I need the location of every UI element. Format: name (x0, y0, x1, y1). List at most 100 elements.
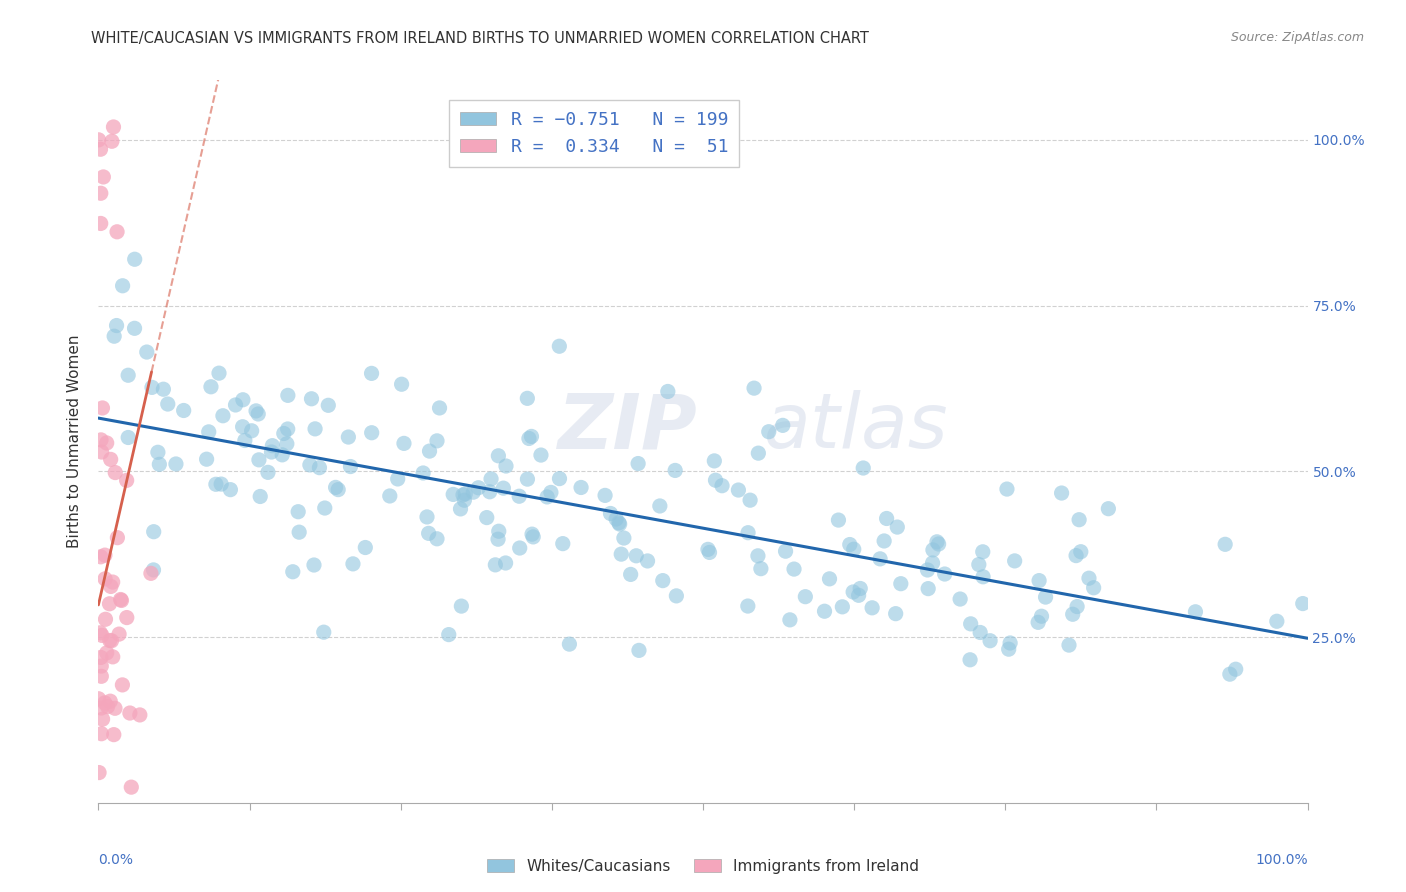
Point (197, 425, 219, 439)
Point (450, 599, 472, 613)
Point (141, 380, 163, 394)
Text: 0.0%: 0.0% (98, 854, 134, 867)
Point (516, 472, 538, 486)
Point (842, 585, 865, 599)
Point (831, 599, 853, 614)
Point (360, 367, 382, 381)
Point (727, 483, 749, 497)
Point (156, 397, 179, 411)
Point (195, 452, 218, 467)
Point (928, 537, 950, 551)
Point (128, 707, 150, 722)
Point (173, 403, 195, 417)
Point (208, 366, 231, 380)
Point (917, 563, 939, 577)
Point (848, 588, 870, 602)
Point (148, 458, 170, 472)
Point (1070, 545, 1092, 559)
Point (626, 549, 648, 563)
Point (209, 477, 232, 491)
Point (1026, 615, 1049, 630)
Point (1064, 549, 1087, 563)
Point (517, 432, 540, 446)
Point (520, 527, 543, 541)
Point (495, 458, 517, 473)
Point (451, 488, 474, 502)
Point (609, 517, 631, 532)
Point (90, 701, 112, 715)
Point (90, 650, 112, 665)
Point (492, 481, 515, 495)
Point (117, 430, 139, 444)
Point (124, 252, 146, 267)
Point (972, 570, 994, 584)
Point (115, 610, 138, 624)
Point (118, 706, 141, 720)
Point (934, 567, 956, 582)
Point (339, 459, 361, 474)
Point (873, 533, 896, 548)
Point (212, 409, 235, 423)
Point (890, 576, 912, 591)
Point (416, 510, 439, 524)
Legend: Whites/Caucasians, Immigrants from Ireland: Whites/Caucasians, Immigrants from Irela… (481, 853, 925, 880)
Point (997, 642, 1019, 657)
Point (1062, 607, 1084, 622)
Point (1057, 638, 1080, 652)
Point (838, 537, 860, 551)
Point (98, 694, 121, 708)
Point (703, 454, 725, 468)
Point (298, 458, 321, 472)
Point (779, 613, 801, 627)
Point (249, 490, 271, 504)
Point (117, 368, 139, 383)
Point (90, 445, 112, 459)
Point (277, 422, 299, 436)
Point (818, 572, 841, 586)
Point (742, 381, 765, 395)
Point (620, 567, 643, 582)
Point (111, 278, 134, 293)
Point (120, 780, 142, 794)
Point (917, 582, 939, 596)
Point (508, 489, 530, 503)
Point (775, 544, 797, 558)
Point (450, 502, 472, 516)
Point (87, 765, 110, 780)
Point (599, 507, 621, 521)
Point (419, 444, 441, 458)
Point (378, 489, 401, 503)
Point (747, 549, 769, 563)
Point (699, 545, 721, 559)
Point (418, 526, 440, 541)
Point (90, 659, 112, 673)
Point (146, 445, 169, 459)
Point (233, 434, 256, 448)
Point (884, 607, 907, 621)
Point (257, 466, 280, 480)
Point (697, 542, 720, 557)
Point (105, 318, 128, 333)
Point (1069, 513, 1091, 527)
Point (664, 463, 686, 477)
Text: atlas: atlas (763, 390, 948, 464)
Point (467, 481, 489, 495)
Text: WHITE/CAUCASIAN VS IMMIGRANTS FROM IRELAND BIRTHS TO UNMARRIED WOMEN CORRELATION: WHITE/CAUCASIAN VS IMMIGRANTS FROM IRELA… (91, 31, 869, 46)
Point (94, 572, 117, 586)
Point (869, 552, 891, 566)
Text: Source: ZipAtlas.com: Source: ZipAtlas.com (1230, 31, 1364, 45)
Point (108, 627, 131, 641)
Point (100, 633, 122, 648)
Point (772, 418, 794, 433)
Point (610, 547, 633, 561)
Point (1213, 537, 1236, 551)
Point (569, 481, 592, 495)
Point (337, 430, 360, 444)
Point (100, 579, 122, 593)
Point (276, 437, 298, 451)
Point (479, 472, 502, 486)
Point (325, 480, 347, 494)
Point (110, 593, 132, 607)
Point (90, 727, 112, 741)
Point (747, 446, 769, 460)
